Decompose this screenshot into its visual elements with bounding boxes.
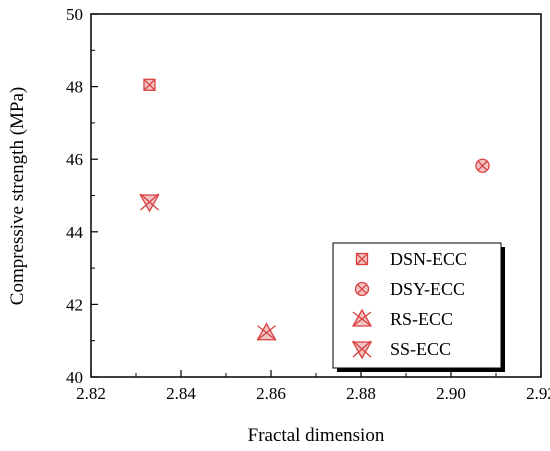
x-tick-label: 2.92 xyxy=(526,384,550,403)
y-tick-label: 50 xyxy=(66,5,83,24)
x-axis-ticks: 2.82 2.84 2.86 2.88 2.90 2.92 xyxy=(76,370,550,403)
data-point-dsy-ecc xyxy=(475,158,490,173)
legend-marker-ss-ecc xyxy=(351,340,373,360)
legend-marker-dsy-ecc xyxy=(354,281,370,297)
x-axis-label: Fractal dimension xyxy=(248,425,385,446)
y-tick-label: 44 xyxy=(66,223,84,242)
data-point-dsn-ecc xyxy=(143,78,156,91)
legend-marker-rs-ecc xyxy=(351,308,373,327)
x-tick-label: 2.86 xyxy=(256,384,286,403)
legend-label-dsn-ecc: DSN-ECC xyxy=(390,249,467,269)
x-tick-label: 2.88 xyxy=(346,384,376,403)
y-axis-label: Compressive strength (MPa) xyxy=(7,87,28,305)
x-tick-label: 2.82 xyxy=(76,384,106,403)
legend-marker-dsn-ecc xyxy=(355,252,369,266)
legend-label-ss-ecc: SS-ECC xyxy=(390,339,451,359)
data-point-rs-ecc xyxy=(256,322,277,341)
data-points xyxy=(139,78,490,341)
y-tick-label: 40 xyxy=(66,368,83,387)
x-tick-label: 2.84 xyxy=(166,384,196,403)
y-tick-label: 48 xyxy=(66,78,83,97)
legend-label-dsy-ecc: DSY-ECC xyxy=(390,279,465,299)
y-axis-ticks: 40 42 44 46 48 50 xyxy=(66,5,98,387)
y-tick-label: 42 xyxy=(66,295,83,314)
data-point-ss-ecc xyxy=(139,193,160,213)
legend-label-rs-ecc: RS-ECC xyxy=(390,309,453,329)
legend: DSN-ECC DSY-ECC RS-ECC SS-ECC xyxy=(332,242,505,372)
x-tick-label: 2.90 xyxy=(436,384,466,403)
y-tick-label: 46 xyxy=(66,150,83,169)
